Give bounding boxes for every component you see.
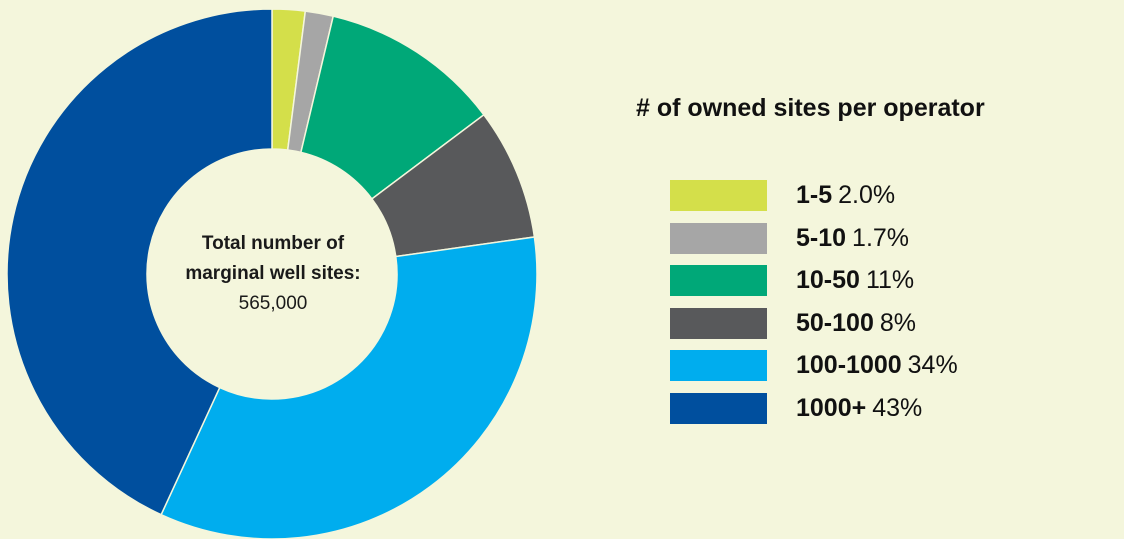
center-label-line-1: Total number of bbox=[201, 233, 345, 254]
donut-center-label: Total number of marginal well sites: 565… bbox=[150, 229, 396, 319]
legend-swatch bbox=[670, 307, 767, 339]
legend-category: 50-100 bbox=[796, 308, 874, 337]
donut-slice-100-1000 bbox=[160, 236, 538, 539]
legend-item-50-100: 50-100 8% bbox=[670, 304, 958, 343]
legend-category: 1000+ bbox=[796, 393, 867, 422]
legend-item-1000-plus: 1000+ 43% bbox=[670, 389, 958, 428]
legend-category: 5-10 bbox=[796, 223, 847, 252]
legend-item-1-5: 1-5 2.0% bbox=[670, 176, 958, 215]
legend-swatch bbox=[670, 350, 767, 381]
legend-swatch bbox=[670, 265, 767, 296]
legend-swatch bbox=[670, 222, 767, 254]
legend: 1-5 2.0% 5-10 1.7% 10-50 11% 50-100 8% 100-1… bbox=[670, 176, 958, 431]
legend-category: 1-5 bbox=[796, 181, 833, 209]
legend-label: 100-1000 34% bbox=[796, 351, 958, 380]
legend-label: 50-100 8% bbox=[796, 309, 916, 338]
legend-percent: 8% bbox=[879, 308, 916, 337]
legend-percent: 2.0% bbox=[838, 181, 896, 209]
legend-label: 1000+ 43% bbox=[796, 394, 922, 423]
legend-swatch bbox=[670, 180, 767, 211]
center-label-line-2: marginal well sites: bbox=[185, 263, 361, 284]
legend-item-100-1000: 100-1000 34% bbox=[670, 346, 958, 385]
legend-label: 5-10 1.7% bbox=[796, 224, 909, 253]
donut-chart bbox=[6, 8, 538, 539]
legend-percent: 43% bbox=[872, 393, 923, 422]
legend-item-10-50: 10-50 11% bbox=[670, 261, 958, 300]
legend-category: 10-50 bbox=[796, 266, 860, 294]
legend-percent: 34% bbox=[907, 351, 958, 379]
center-label-value: 565,000 bbox=[238, 293, 308, 314]
legend-title: # of owned sites per operator bbox=[636, 94, 985, 122]
legend-category: 100-1000 bbox=[796, 351, 902, 379]
legend-percent: 1.7% bbox=[852, 223, 910, 252]
legend-percent: 11% bbox=[865, 266, 915, 294]
donut-slice-1000-plus bbox=[6, 8, 273, 516]
legend-swatch bbox=[670, 392, 767, 424]
legend-label: 10-50 11% bbox=[796, 266, 914, 295]
legend-item-5-10: 5-10 1.7% bbox=[670, 219, 958, 258]
legend-label: 1-5 2.0% bbox=[796, 181, 895, 210]
